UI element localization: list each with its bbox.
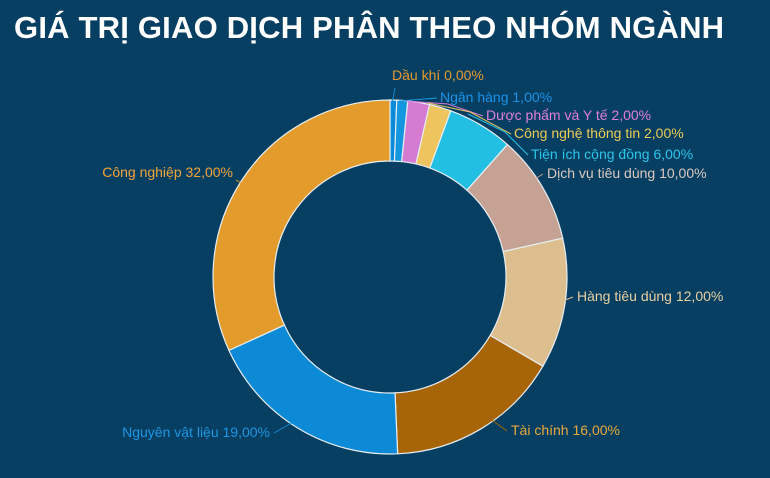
slice-label: Công nghệ thông tin 2,00%: [514, 125, 684, 141]
leader-line: [391, 87, 396, 105]
leader-lines-layer: [235, 87, 574, 434]
slice-label: Dầu khí 0,00%: [392, 67, 484, 83]
donut-slice: [212, 99, 391, 352]
slice-labels-layer: Dầu khí 0,00% Ngân hàng 1,00% Dược phẩm và…: [102, 67, 723, 440]
slices-layer: [212, 99, 568, 455]
leader-line: [398, 97, 438, 102]
slice-label: Công nghiệp 32,00%: [102, 164, 233, 180]
slice-label: Ngân hàng 1,00%: [440, 89, 552, 105]
slice-label: Hàng tiêu dùng 12,00%: [577, 288, 723, 304]
leader-line: [405, 100, 484, 117]
leader-line: [519, 173, 544, 189]
leader-line: [427, 102, 512, 135]
leader-line: [235, 179, 253, 191]
leader-line: [273, 417, 301, 434]
slice-label: Tài chính 16,00%: [511, 422, 620, 438]
leader-line: [559, 296, 574, 303]
slice-label: Tiện ích cộng đồng 6,00%: [531, 146, 693, 162]
leader-line: [467, 113, 529, 156]
leader-line: [481, 412, 508, 432]
slice-label: Dược phẩm và Y tế 2,00%: [486, 107, 651, 123]
slice-label: Nguyên vật liệu 19,00%: [122, 424, 270, 440]
slice-label: Dịch vụ tiêu dùng 10,00%: [547, 165, 707, 181]
chart-title: GIÁ TRỊ GIAO DỊCH PHÂN THEO NHÓM NGÀNH: [14, 10, 725, 45]
